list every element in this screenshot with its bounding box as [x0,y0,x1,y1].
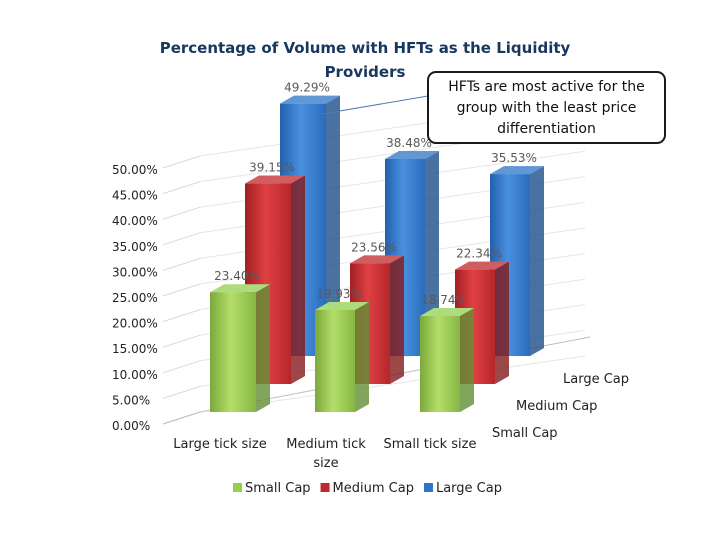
y-tick-label: 25.00% [112,291,158,305]
bar-front-face [420,316,460,412]
bar-small-cap [315,301,369,412]
bar-top-face [350,255,404,264]
legend-label: Medium Cap [333,481,414,496]
bar-front-face [315,309,355,412]
bar-side-face [425,150,439,356]
x-category-label: Medium tick [286,437,366,452]
chart-title: Percentage of Volume with HFTs as the Li… [159,39,571,81]
bar-side-shade [326,95,340,357]
gridline-side [162,283,201,297]
gridline-side [162,385,201,399]
bar-top-highlight [350,255,404,264]
x-category-label: Small tick size [384,437,477,452]
bar-side-shade [390,255,404,384]
bar-side-face [495,261,509,384]
depth-axis-label: Small Cap [492,426,558,441]
bar-top-face [385,150,439,159]
bar-top-face [210,284,270,293]
gridline-side [162,334,201,348]
bar-front-face [210,292,256,412]
bar-top-highlight [210,284,270,293]
legend-swatch [423,483,433,492]
y-tick-label: 20.00% [112,317,158,331]
legend-swatch [320,483,330,492]
bar-side-shade [355,301,369,412]
annotation-line: differentiation [497,121,596,137]
data-label: 22.34% [456,247,502,261]
bar-top-face [490,166,544,175]
data-label: 23.56% [351,240,397,254]
bar-side-shade [495,261,509,384]
bar-small-cap [420,308,474,412]
bar-top-highlight [245,175,305,184]
bar-side-face [530,166,544,356]
data-label: 35.53% [491,151,537,165]
data-label: 38.48% [386,136,432,150]
y-tick-label: 45.00% [112,189,158,203]
data-label: 18.74% [421,293,467,307]
x-category-label: size [313,456,338,471]
bar-top-face [315,301,369,310]
bar-side-face [355,301,369,412]
bar-small-cap [210,284,270,412]
bar-top-highlight [385,150,439,159]
gridline-side [162,206,201,220]
bar-side-shade [460,308,474,412]
bar-side-shade [425,150,439,356]
y-tick-label: 0.00% [112,419,150,433]
legend-swatch [233,483,242,492]
gridline-side [162,181,201,195]
y-tick-label: 30.00% [112,265,158,279]
data-label: 19.93% [316,287,362,301]
bar-top-highlight [420,308,474,317]
bar-side-shade [530,166,544,356]
x-category-label: Large tick size [173,437,266,452]
depth-axis-label: Large Cap [563,372,629,387]
y-tick-label: 10.00% [112,368,158,382]
bar-top-highlight [315,301,369,310]
y-tick-label: 40.00% [112,214,158,228]
bar-top-highlight [490,166,544,175]
bar-top-face [245,175,305,184]
annotation-line: group with the least price [456,100,637,116]
bar-top-highlight [455,261,509,270]
legend-label: Large Cap [436,481,502,496]
data-label: 49.29% [284,81,330,95]
gridline-side [162,309,201,323]
gridline-side [162,155,201,169]
bar-top-face [420,308,474,317]
data-label: 23.40% [214,269,260,283]
bar-side-face [256,284,270,412]
gridline-side [162,257,201,271]
annotation-callout: HFTs are most active for the group with … [427,71,666,144]
y-tick-label: 15.00% [112,342,158,356]
bar-top-face [280,95,340,104]
bar-top-highlight [280,95,340,104]
bar-side-face [326,95,340,357]
floor-edge [162,411,201,425]
bar-top-face [455,261,509,270]
bar-side-shade [256,284,270,412]
depth-axis-label: Medium Cap [516,399,597,414]
data-label: 39.15% [249,161,295,175]
y-tick-label: 35.00% [112,240,158,254]
gridline-side [162,232,201,246]
y-tick-label: 50.00% [112,163,158,177]
y-tick-label: 5.00% [112,393,150,407]
annotation-line: HFTs are most active for the [448,79,645,95]
annotation-connector [321,95,429,115]
bar-side-face [460,308,474,412]
gridline-side [162,360,201,374]
bar-side-shade [291,175,305,384]
bar-side-face [390,255,404,384]
bar-side-face [291,175,305,384]
legend-label: Small Cap [245,481,311,496]
